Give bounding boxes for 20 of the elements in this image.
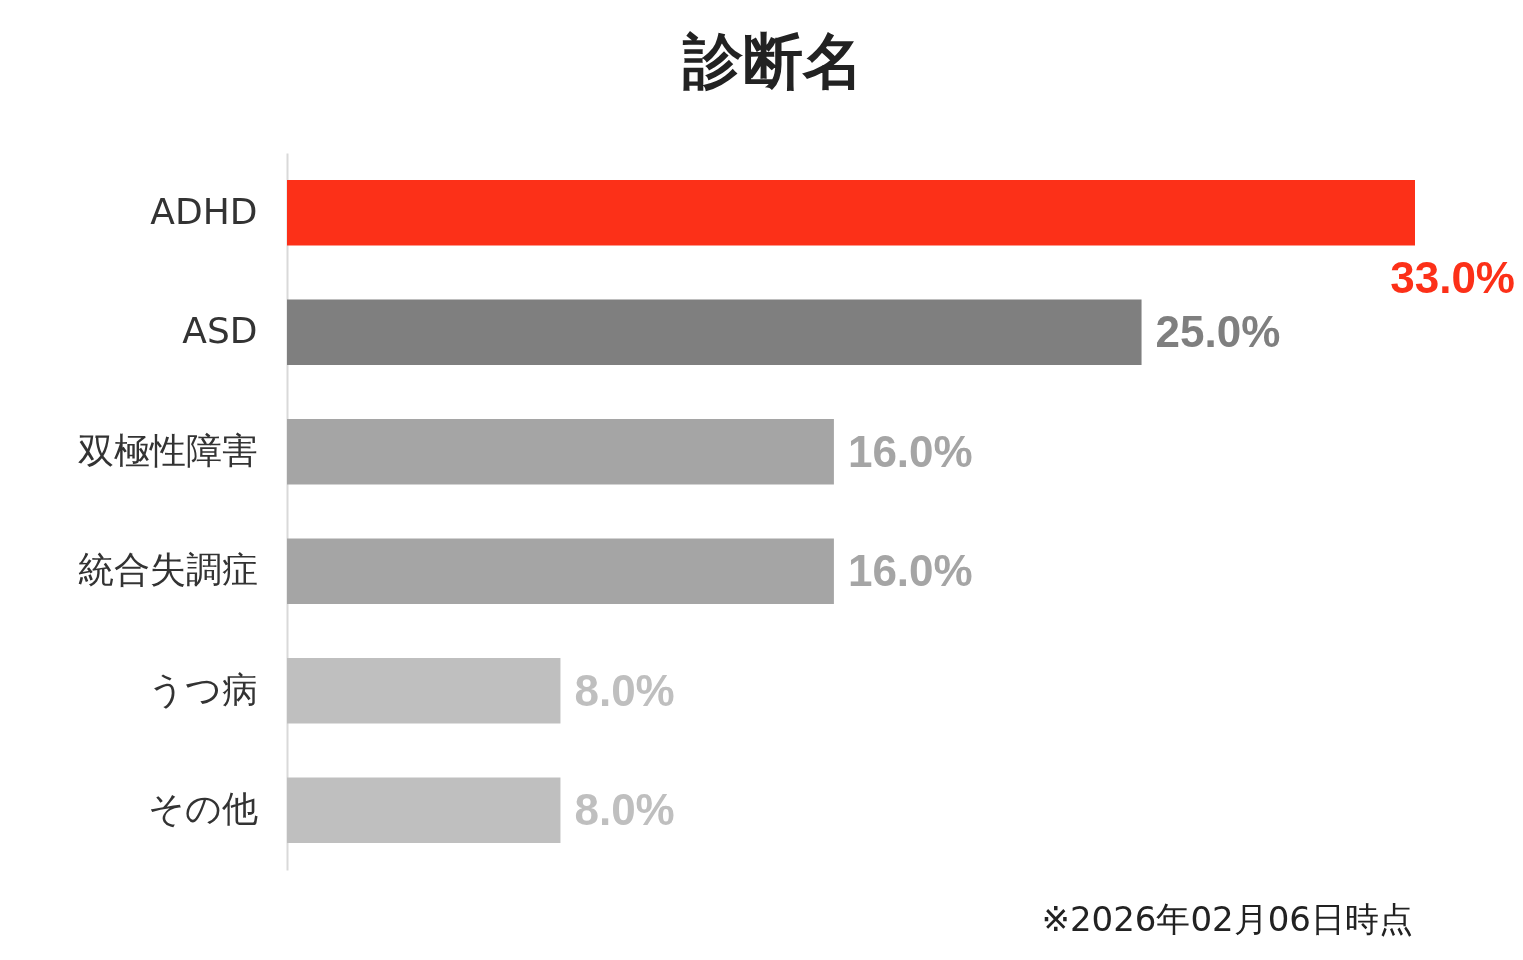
data-label: 8.0% [574, 665, 675, 715]
bar [287, 179, 1415, 246]
y-tick-label: ASD [182, 310, 258, 352]
y-tick-label: 双極性障害 [77, 429, 258, 471]
chart-title: 診断名 [682, 26, 863, 96]
y-tick-label: その他 [147, 788, 258, 830]
data-label: 33.0% [1390, 252, 1515, 302]
bar [287, 418, 834, 485]
bar [287, 538, 834, 605]
data-label: 8.0% [574, 785, 675, 835]
data-label: 16.0% [847, 546, 973, 596]
data-label: 25.0% [1155, 307, 1281, 357]
data-label: 16.0% [847, 426, 973, 476]
bar [287, 657, 561, 724]
bar [287, 299, 1142, 366]
y-tick-label: 統合失調症 [77, 549, 258, 591]
y-tick-label: ADHD [150, 190, 258, 232]
bar [287, 777, 561, 844]
text: ※2026年02月06日時点 [1041, 899, 1413, 939]
y-tick-label: うつ病 [147, 668, 258, 710]
